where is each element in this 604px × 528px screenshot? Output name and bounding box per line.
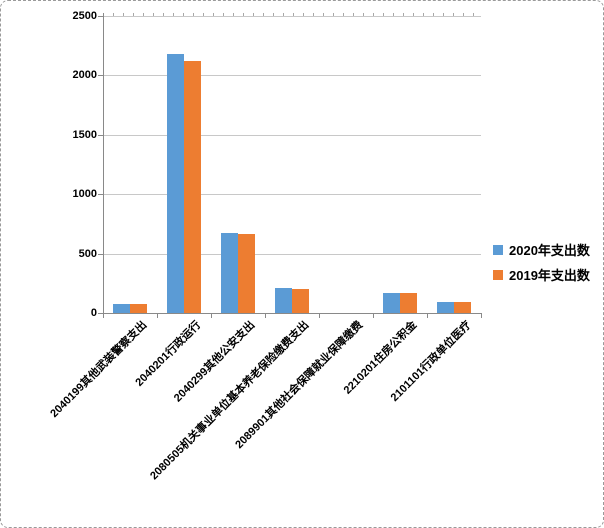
x-axis-tick: [103, 314, 104, 318]
x-axis-category-label: 2040199其他武装警察支出: [48, 319, 150, 420]
x-axis-tick: [373, 314, 374, 318]
bar-series1-cat5: [400, 293, 417, 313]
gridline: [103, 254, 481, 255]
legend-item-2019: 2019年支出数: [493, 265, 590, 284]
x-axis-tick: [427, 314, 428, 318]
y-axis-tick: [98, 135, 103, 136]
y-axis-line: [103, 13, 104, 313]
top-minor-ticks: [103, 13, 481, 16]
legend: 2020年支出数 2019年支出数: [493, 240, 590, 290]
x-axis-tick: [265, 314, 266, 318]
y-axis-tick-label: 500: [78, 248, 97, 260]
y-axis-tick: [98, 254, 103, 255]
y-axis-tick-label: 1000: [72, 188, 97, 200]
gridline: [103, 135, 481, 136]
y-axis-tick: [98, 75, 103, 76]
bar-series1-cat3: [292, 288, 309, 313]
gridline: [103, 75, 481, 76]
legend-label-2019: 2019年支出数: [509, 268, 590, 283]
x-axis-tick: [211, 314, 212, 318]
bar-series1-cat1: [184, 60, 201, 313]
x-axis-tick: [157, 314, 158, 318]
bar-series0-cat5: [383, 292, 400, 313]
legend-swatch-2020: [493, 244, 503, 255]
bar-series0-cat2: [221, 233, 238, 313]
y-axis-tick: [98, 194, 103, 195]
y-axis-tick: [98, 313, 103, 314]
legend-item-2020: 2020年支出数: [493, 240, 590, 259]
x-axis-line: [103, 313, 482, 314]
bar-series1-cat2: [238, 234, 255, 313]
bar-series0-cat3: [275, 287, 292, 313]
x-axis-tick: [319, 314, 320, 318]
y-axis-tick-label: 2000: [72, 69, 97, 81]
gridline: [103, 16, 481, 17]
bar-series1-cat6: [454, 302, 471, 313]
bar-series0-cat6: [437, 302, 454, 313]
y-axis-tick-label: 0: [90, 307, 97, 319]
legend-label-2020: 2020年支出数: [509, 243, 590, 258]
x-axis-tick: [481, 314, 482, 318]
y-axis-tick-label: 2500: [72, 10, 97, 22]
bar-series1-cat0: [130, 303, 147, 313]
y-axis-tick: [98, 16, 103, 17]
y-axis-tick-label: 1500: [72, 129, 97, 141]
gridline: [103, 194, 481, 195]
legend-swatch-2019: [493, 269, 503, 280]
bar-series0-cat0: [113, 303, 130, 313]
bar-series0-cat1: [167, 54, 184, 313]
